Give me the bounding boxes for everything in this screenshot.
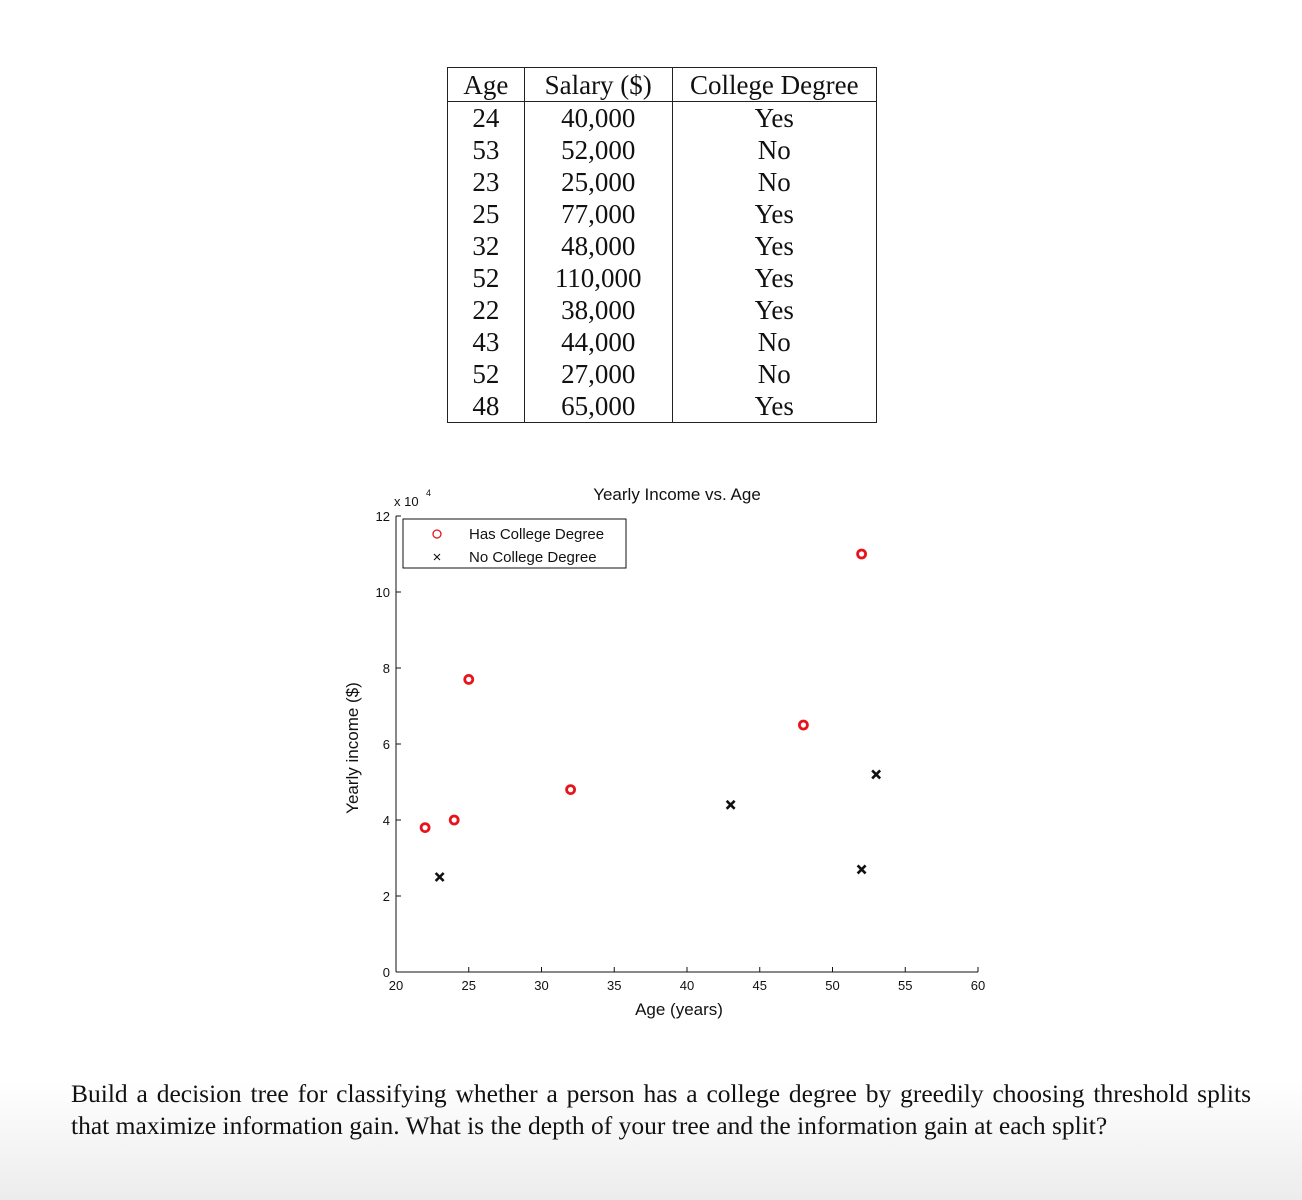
y-axis-multiplier: x 10 <box>394 494 419 509</box>
table-header-row: Age Salary ($) College Degree <box>447 67 878 102</box>
y-tick-label: 8 <box>383 661 390 676</box>
x-tick-label: 25 <box>462 978 476 993</box>
table-row: 53 52,000 No <box>447 134 878 166</box>
cell-college-degree: Yes <box>671 198 878 230</box>
cell-salary: 27,000 <box>523 358 673 390</box>
x-tick-label: 45 <box>753 978 767 993</box>
legend-marker-no-degree <box>433 553 441 561</box>
data-table: Age Salary ($) College Degree 24 40,000 Ye… <box>447 67 878 423</box>
chart-title: Yearly Income vs. Age <box>593 485 761 504</box>
table-row: 24 40,000 Yes <box>447 101 878 134</box>
point-has-college-degree <box>463 673 475 685</box>
cell-age: 52 <box>447 262 525 294</box>
point-no-college-degree <box>871 769 882 780</box>
y-tick-label: 6 <box>383 737 390 752</box>
question-text: Build a decision tree for classifying wh… <box>71 1079 1251 1140</box>
legend: Has College Degree No College Degree <box>402 518 627 569</box>
cell-salary: 52,000 <box>523 134 673 166</box>
y-axis-label: Yearly income ($) <box>343 682 362 814</box>
x-axis-label: Age (years) <box>635 1000 723 1019</box>
cell-age: 32 <box>447 230 525 262</box>
header-age: Age <box>447 67 525 102</box>
cell-age: 25 <box>447 198 525 230</box>
cell-college-degree: Yes <box>671 101 878 134</box>
y-tick-label: 0 <box>383 965 390 980</box>
cell-salary: 38,000 <box>523 294 673 326</box>
cell-college-degree: Yes <box>671 262 878 294</box>
point-has-college-degree <box>797 719 809 731</box>
point-no-college-degree <box>434 872 445 882</box>
scatter-chart: Yearly Income vs. Age x 10 4 20 25 30 35 40 4… <box>343 485 985 1019</box>
cell-salary: 48,000 <box>523 230 673 262</box>
cell-age: 53 <box>447 134 525 166</box>
y-tick-label: 2 <box>383 889 390 904</box>
header-salary: Salary ($) <box>523 67 673 102</box>
cell-age: 24 <box>447 101 525 134</box>
cell-age: 43 <box>447 326 525 358</box>
table-row: 48 65,000 Yes <box>447 390 878 423</box>
x-tick-label: 40 <box>680 978 694 993</box>
table-row: 32 48,000 Yes <box>447 230 878 262</box>
x-tick-label: 50 <box>825 978 839 993</box>
cell-college-degree: Yes <box>671 294 878 326</box>
cell-salary: 40,000 <box>523 101 673 134</box>
cell-college-degree: Yes <box>671 390 878 423</box>
cell-age: 23 <box>447 166 525 198</box>
table-row: 43 44,000 No <box>447 326 878 358</box>
legend-label-has-degree: Has College Degree <box>469 526 604 543</box>
y-tick-label: 10 <box>376 585 390 600</box>
y-multiplier-exponent: 4 <box>426 488 431 498</box>
header-college-degree: College Degree <box>671 67 878 102</box>
cell-salary: 77,000 <box>523 198 673 230</box>
cell-salary: 65,000 <box>523 390 673 423</box>
cell-age: 22 <box>447 294 525 326</box>
point-has-college-degree <box>448 814 460 826</box>
table-row: 52 110,000 Yes <box>447 262 878 294</box>
plot-axes <box>395 516 978 973</box>
data-points <box>419 548 882 882</box>
cell-college-degree: No <box>671 326 878 358</box>
x-axis-ticks: 20 25 30 35 40 45 50 55 60 <box>389 967 985 993</box>
cell-age: 48 <box>447 390 525 423</box>
cell-college-degree: No <box>671 358 878 390</box>
x-tick-label: 20 <box>389 978 403 993</box>
legend-label-no-degree: No College Degree <box>469 549 597 566</box>
point-no-college-degree <box>725 799 736 810</box>
y-tick-label: 4 <box>383 813 390 828</box>
cell-salary: 25,000 <box>523 166 673 198</box>
table-row: 52 27,000 No <box>447 358 878 390</box>
table-row: 25 77,000 Yes <box>447 198 878 230</box>
cell-college-degree: No <box>671 134 878 166</box>
table-row: 22 38,000 Yes <box>447 294 878 326</box>
table-row: 23 25,000 No <box>447 166 878 198</box>
point-has-college-degree <box>419 822 431 834</box>
cell-salary: 44,000 <box>523 326 673 358</box>
point-no-college-degree <box>856 864 867 875</box>
y-tick-label: 12 <box>376 509 390 524</box>
cell-college-degree: Yes <box>671 230 878 262</box>
cell-age: 52 <box>447 358 525 390</box>
y-multiplier-base: x 10 <box>394 494 419 509</box>
point-has-college-degree <box>856 548 867 560</box>
legend-marker-has-degree <box>432 529 442 539</box>
y-axis-ticks: 0 2 4 6 8 10 12 <box>376 509 401 980</box>
x-tick-label: 35 <box>607 978 621 993</box>
cell-salary: 110,000 <box>523 262 673 294</box>
cell-college-degree: No <box>671 166 878 198</box>
point-has-college-degree <box>565 784 577 796</box>
x-tick-label: 30 <box>534 978 548 993</box>
x-tick-label: 60 <box>971 978 985 993</box>
x-tick-label: 55 <box>898 978 912 993</box>
